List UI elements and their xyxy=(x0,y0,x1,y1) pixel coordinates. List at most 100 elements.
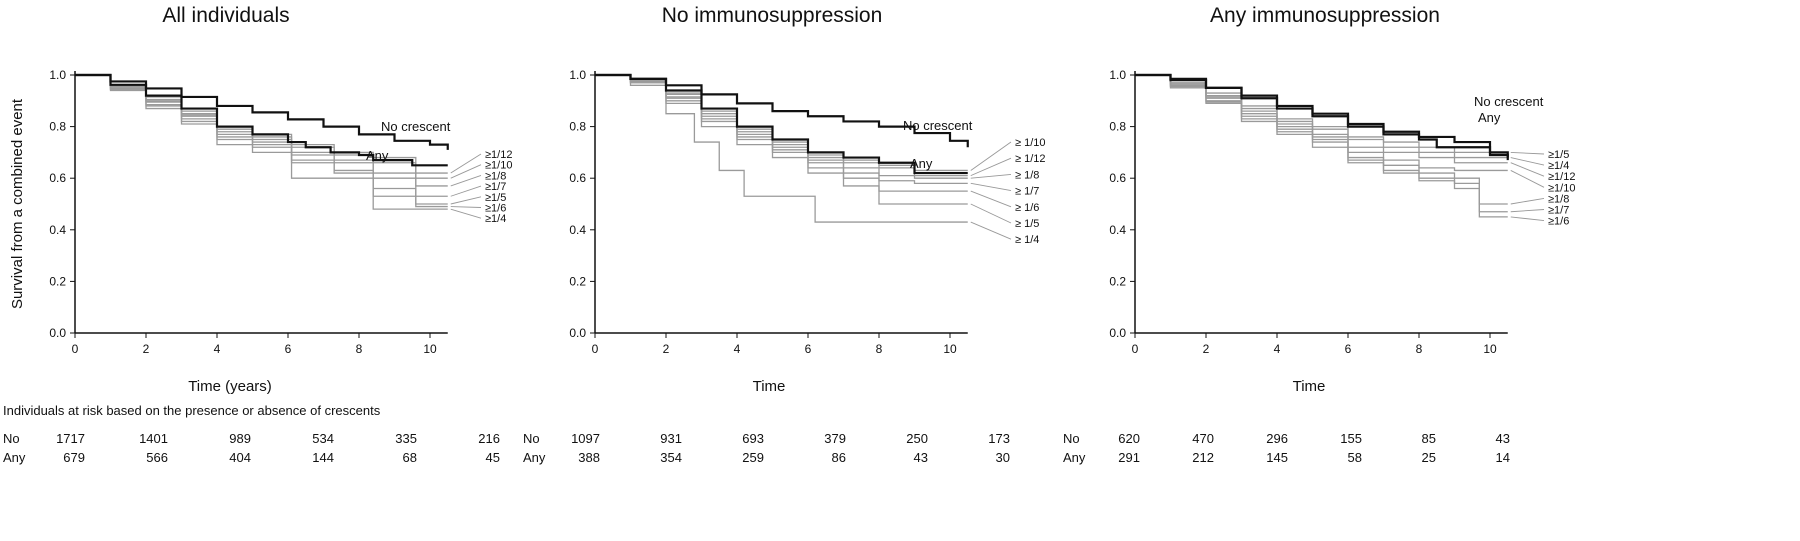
chart-title: Any immunosuppression xyxy=(1210,4,1440,27)
series-leader-line xyxy=(450,206,482,208)
series-label: ≥ 1/5 xyxy=(1015,218,1039,230)
risk-row-label: No xyxy=(3,431,20,446)
y-tick-label: 0.6 xyxy=(569,171,586,185)
series-leader-line xyxy=(450,174,482,187)
risk-cell: 212 xyxy=(1192,450,1214,465)
risk-cell: 145 xyxy=(1266,450,1288,465)
series-label: Any xyxy=(1478,110,1501,125)
risk-row-label: No xyxy=(1063,431,1080,446)
series-label: No crescent xyxy=(1474,94,1544,109)
series-label: No crescent xyxy=(381,119,451,134)
km-curve-any xyxy=(595,73,968,175)
series-leader-line xyxy=(450,185,482,197)
y-tick-label: 0.2 xyxy=(49,274,66,288)
y-tick-label: 0.4 xyxy=(569,223,586,237)
series-label: Any xyxy=(366,148,389,163)
series-label: ≥1/7 xyxy=(1548,205,1569,217)
risk-row-label: Any xyxy=(523,450,546,465)
km-curve--1-6 xyxy=(595,74,968,192)
risk-cell: 1401 xyxy=(139,431,168,446)
x-tick-label: 4 xyxy=(214,342,221,356)
series-leader-line xyxy=(970,157,1012,177)
km-curve--1-10 xyxy=(1135,74,1508,172)
y-tick-label: 0.8 xyxy=(49,120,66,134)
risk-cell: 379 xyxy=(824,431,846,446)
panel-any-immunosuppression: Any immunosuppression Time xyxy=(1210,4,1440,395)
series-leader-line xyxy=(450,196,482,205)
risk-cell: 68 xyxy=(403,450,417,465)
x-tick-label: 4 xyxy=(734,342,741,356)
risk-cell: 250 xyxy=(906,431,928,446)
series-leader-line xyxy=(1510,162,1545,177)
risk-cell: 931 xyxy=(660,431,682,446)
x-axis-label: Time xyxy=(1293,378,1326,395)
km-curve--1-4 xyxy=(75,74,448,210)
risk-cell: 679 xyxy=(63,450,85,465)
risk-cell: 566 xyxy=(146,450,168,465)
series-label: No crescent xyxy=(903,118,973,133)
x-tick-label: 10 xyxy=(423,342,437,356)
series-leader-line xyxy=(1510,216,1545,222)
series-label: ≥1/8 xyxy=(485,170,506,182)
risk-cell: 85 xyxy=(1422,431,1436,446)
series-label: ≥1/4 xyxy=(485,213,506,225)
km-curve--1-8 xyxy=(1135,74,1508,205)
series-leader-line xyxy=(970,182,1012,192)
series-label: ≥1/8 xyxy=(1548,193,1569,205)
chart-title: No immunosuppression xyxy=(662,4,883,27)
series-leader-line xyxy=(450,208,482,219)
chart-title: All individuals xyxy=(162,4,289,27)
series-leader-line xyxy=(1510,209,1545,213)
km-curve-any xyxy=(75,73,448,167)
km-curve--1-6 xyxy=(75,74,448,208)
risk-cell: 693 xyxy=(742,431,764,446)
y-tick-label: 0.8 xyxy=(569,120,586,134)
series-label: ≥1/12 xyxy=(1548,171,1575,183)
series-label: ≥1/10 xyxy=(1548,182,1575,194)
km-curve--1-6 xyxy=(1135,74,1508,218)
series-label: ≥1/4 xyxy=(1548,160,1569,172)
x-tick-label: 10 xyxy=(1483,342,1497,356)
risk-cell: 534 xyxy=(312,431,334,446)
series-label: ≥1/5 xyxy=(1548,149,1569,161)
series-leader-line xyxy=(1510,197,1545,205)
series-leader-line xyxy=(970,203,1012,224)
x-tick-label: 0 xyxy=(1132,342,1139,356)
risk-cell: 1717 xyxy=(56,431,85,446)
x-axis-label: Time xyxy=(753,378,786,395)
risk-cell: 25 xyxy=(1422,450,1436,465)
series-label: ≥ 1/7 xyxy=(1015,186,1039,198)
series-leader-line xyxy=(970,141,1012,171)
risk-cell: 404 xyxy=(229,450,251,465)
series-leader-line xyxy=(970,173,1012,179)
plot-area-2: 0 2 4 6 8 10 0.0 0.2 0.4 0.6 0.8 1.0 No crescent Any ≥… xyxy=(523,68,1046,465)
y-axis-label: Survival from a combined event xyxy=(9,98,26,309)
y-tick-label: 0.6 xyxy=(1109,171,1126,185)
series-label: ≥ 1/6 xyxy=(1015,202,1039,214)
risk-cell: 291 xyxy=(1118,450,1140,465)
risk-table-caption: Individuals at risk based on the presenc… xyxy=(3,403,381,418)
y-tick-label: 1.0 xyxy=(49,68,66,82)
risk-cell: 388 xyxy=(578,450,600,465)
risk-cell: 989 xyxy=(229,431,251,446)
series-label: ≥1/7 xyxy=(485,181,506,193)
risk-cell: 1097 xyxy=(571,431,600,446)
series-leader-line xyxy=(1510,151,1545,155)
risk-cell: 58 xyxy=(1348,450,1362,465)
x-tick-label: 2 xyxy=(143,342,150,356)
panel-no-immunosuppression: No immunosuppression Time xyxy=(662,4,883,395)
x-tick-label: 4 xyxy=(1274,342,1281,356)
y-tick-label: 0.0 xyxy=(1109,326,1126,340)
series-leader-line xyxy=(970,190,1012,208)
km-curve--1-7 xyxy=(1135,74,1508,213)
series-leader-line xyxy=(1510,170,1545,188)
x-tick-label: 2 xyxy=(1203,342,1210,356)
risk-cell: 43 xyxy=(914,450,928,465)
series-label: ≥ 1/8 xyxy=(1015,169,1039,181)
y-tick-label: 1.0 xyxy=(1109,68,1126,82)
y-tick-label: 0.8 xyxy=(1109,120,1126,134)
risk-cell: 173 xyxy=(988,431,1010,446)
